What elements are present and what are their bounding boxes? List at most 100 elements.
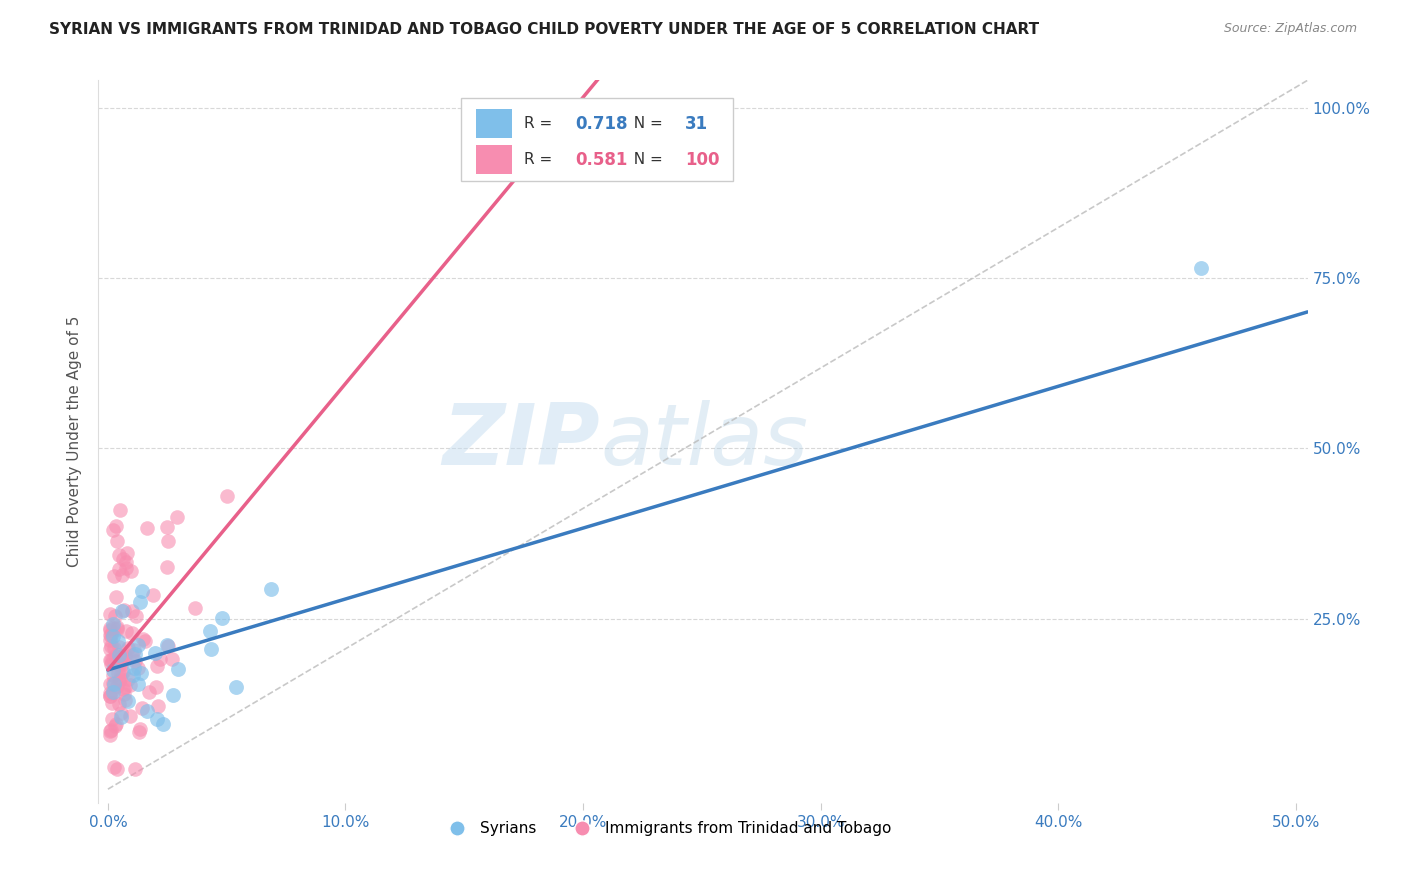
Text: 31: 31 [685, 115, 709, 133]
Point [105, 622, 128, 636]
Point [138, 685, 160, 699]
Point [110, 706, 132, 720]
Point [200, 624, 222, 638]
Point [146, 659, 169, 673]
Point [101, 652, 124, 666]
Point [125, 608, 148, 623]
Point [107, 562, 129, 576]
Point [136, 521, 159, 535]
Point [260, 582, 283, 596]
Point [107, 634, 129, 648]
Point [112, 603, 135, 617]
Point [111, 604, 134, 618]
Point [98, 724, 121, 739]
Point [148, 698, 170, 713]
Point [103, 760, 125, 774]
Point [156, 638, 179, 652]
Point [131, 700, 153, 714]
Point [108, 648, 131, 662]
Point [100, 723, 122, 738]
Point [225, 680, 247, 694]
Point [105, 590, 128, 604]
Point [98, 632, 121, 647]
Point [156, 639, 179, 653]
Point [98, 689, 121, 703]
Point [157, 533, 180, 548]
Point [114, 680, 136, 694]
Point [98, 677, 121, 691]
Point [132, 632, 155, 646]
Point [103, 677, 125, 691]
Point [111, 552, 134, 566]
Point [104, 609, 127, 624]
Point [145, 712, 167, 726]
Point [101, 697, 124, 711]
Point [215, 489, 238, 503]
Point [120, 564, 142, 578]
Point [103, 569, 125, 583]
Point [108, 674, 131, 689]
Point [107, 620, 129, 634]
Point [127, 638, 149, 652]
Point [98, 686, 121, 700]
Point [128, 595, 150, 609]
Point [131, 583, 153, 598]
Point [104, 648, 127, 663]
Point [101, 616, 124, 631]
Text: 100: 100 [685, 151, 720, 169]
Point [111, 652, 134, 666]
Point [124, 647, 146, 661]
Point [101, 621, 124, 635]
Point [98, 653, 121, 667]
Point [134, 633, 156, 648]
Point [105, 533, 128, 548]
Text: R =: R = [524, 153, 557, 168]
Point [98, 621, 121, 635]
Text: atlas: atlas [600, 400, 808, 483]
Point [117, 640, 139, 655]
Point [143, 646, 166, 660]
Point [101, 684, 124, 698]
Point [110, 666, 132, 681]
Point [124, 654, 146, 668]
Text: N =: N = [624, 153, 668, 168]
Point [145, 680, 167, 694]
Point [98, 628, 121, 642]
Point [100, 712, 122, 726]
Point [142, 588, 165, 602]
Point [114, 693, 136, 707]
Point [122, 661, 145, 675]
Point [107, 665, 129, 680]
Point [98, 607, 121, 621]
Point [149, 652, 172, 666]
Point [160, 652, 183, 666]
Point [121, 648, 143, 662]
Point [122, 643, 145, 657]
Bar [475, 145, 512, 174]
Point [115, 624, 138, 638]
Point [118, 709, 141, 723]
Point [120, 678, 142, 692]
Point [115, 561, 138, 575]
Point [104, 717, 127, 731]
Point [162, 688, 184, 702]
Point [115, 546, 138, 560]
Point [110, 658, 132, 673]
Point [166, 510, 188, 524]
Point [117, 673, 139, 687]
Point [124, 762, 146, 776]
Point [152, 716, 174, 731]
Point [101, 663, 124, 677]
Point [103, 668, 125, 682]
Text: SYRIAN VS IMMIGRANTS FROM TRINIDAD AND TOBAGO CHILD POVERTY UNDER THE AGE OF 5 C: SYRIAN VS IMMIGRANTS FROM TRINIDAD AND T… [49, 22, 1039, 37]
Point [200, 642, 222, 657]
Point [128, 725, 150, 739]
Point [110, 503, 132, 517]
Point [110, 709, 132, 723]
Point [98, 642, 121, 657]
Point [100, 639, 122, 653]
Point [156, 520, 179, 534]
Point [115, 555, 138, 569]
Point [112, 687, 135, 701]
Point [103, 641, 125, 656]
